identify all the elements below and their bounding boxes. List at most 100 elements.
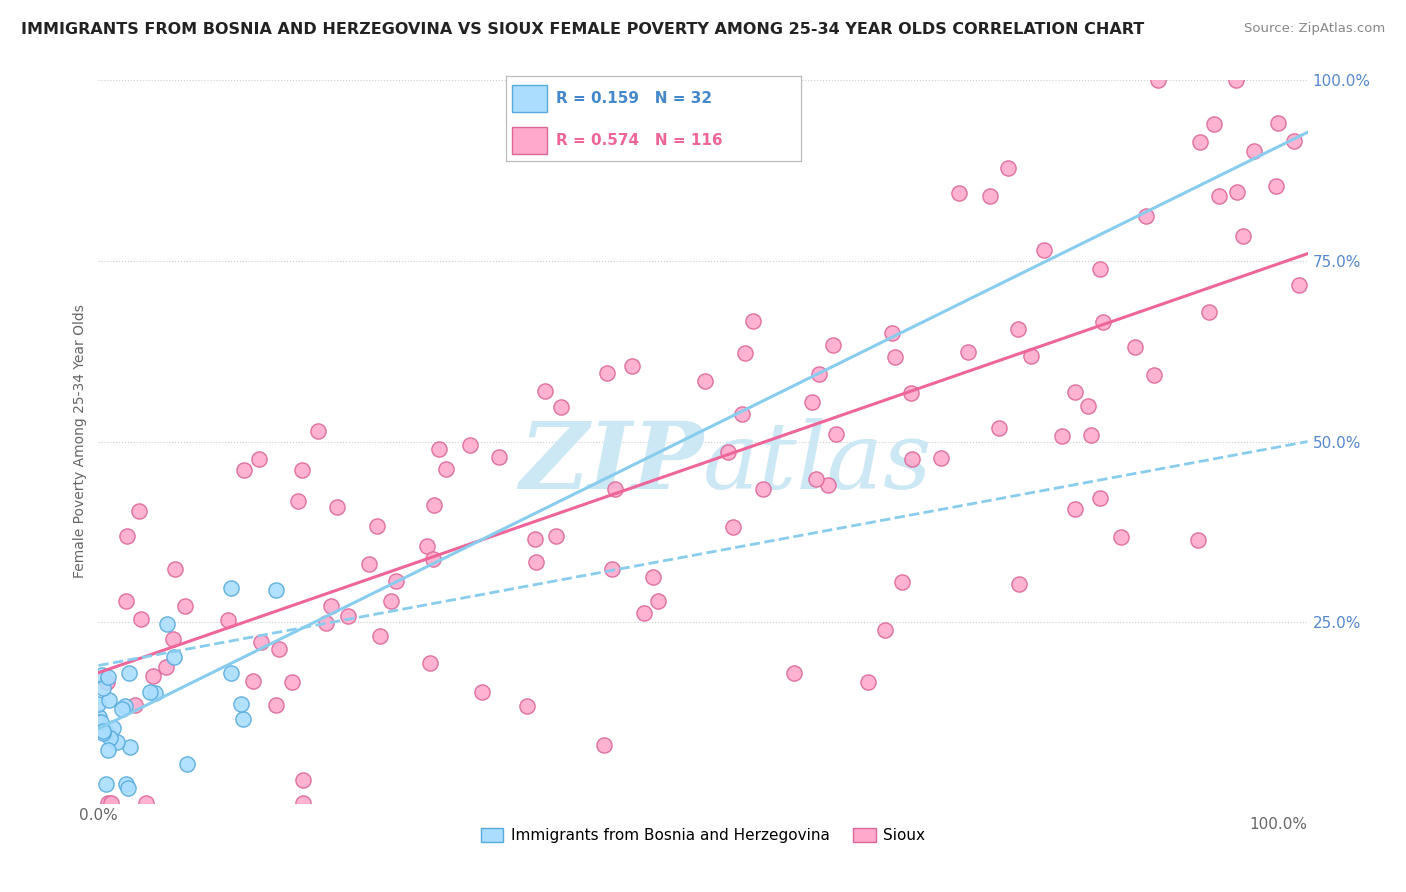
Point	[806, 472, 828, 486]
Point	[124, 698, 146, 713]
Point	[731, 407, 754, 421]
Point	[231, 697, 253, 711]
Point	[97, 796, 120, 810]
Point	[163, 649, 186, 664]
Point	[96, 726, 118, 740]
Point	[91, 725, 114, 739]
Point	[97, 670, 120, 684]
Point	[155, 659, 177, 673]
Point	[695, 374, 717, 388]
Point	[368, 629, 391, 643]
Point	[717, 445, 740, 459]
FancyBboxPatch shape	[512, 85, 547, 112]
FancyBboxPatch shape	[512, 127, 547, 153]
Point	[1064, 502, 1087, 516]
Point	[1264, 179, 1286, 194]
Point	[115, 594, 138, 608]
Point	[219, 581, 242, 595]
Point	[156, 617, 179, 632]
Point	[247, 451, 270, 466]
Text: R = 0.574   N = 116: R = 0.574 N = 116	[557, 133, 723, 148]
Point	[434, 462, 457, 476]
Point	[929, 450, 952, 465]
Point	[1142, 368, 1164, 382]
Point	[1033, 243, 1056, 257]
Point	[427, 442, 450, 457]
Point	[326, 500, 349, 515]
Point	[250, 634, 273, 648]
Point	[1019, 349, 1042, 363]
Point	[1282, 134, 1305, 148]
Point	[900, 452, 922, 467]
Point	[900, 385, 922, 400]
Point	[460, 438, 482, 452]
Point	[315, 615, 337, 630]
Point	[595, 366, 617, 380]
Point	[87, 710, 110, 724]
Point	[488, 450, 510, 464]
Point	[93, 723, 115, 738]
Point	[1080, 428, 1102, 442]
Point	[621, 359, 644, 373]
Point	[801, 395, 824, 409]
Point	[1091, 315, 1114, 329]
Point	[217, 613, 239, 627]
Point	[593, 738, 616, 752]
Point	[118, 665, 141, 680]
Point	[264, 698, 287, 713]
Point	[87, 715, 110, 730]
Text: 100.0%: 100.0%	[1250, 817, 1308, 832]
Point	[1187, 533, 1209, 548]
Point	[524, 556, 547, 570]
Point	[1208, 188, 1230, 202]
Point	[366, 519, 388, 533]
Text: Source: ZipAtlas.com: Source: ZipAtlas.com	[1244, 22, 1385, 36]
Point	[264, 582, 287, 597]
Text: R = 0.159   N = 32: R = 0.159 N = 32	[557, 91, 713, 106]
Point	[117, 529, 139, 543]
Point	[742, 314, 765, 328]
Point	[1008, 577, 1031, 591]
Point	[721, 520, 744, 534]
Point	[307, 424, 329, 438]
Point	[633, 607, 655, 621]
Point	[176, 757, 198, 772]
Point	[948, 186, 970, 201]
Point	[550, 400, 572, 414]
Point	[1288, 278, 1310, 293]
Point	[752, 483, 775, 497]
Point	[1147, 73, 1170, 87]
Point	[281, 675, 304, 690]
Point	[807, 367, 830, 381]
Point	[1198, 305, 1220, 319]
Legend: Immigrants from Bosnia and Herzegovina, Sioux: Immigrants from Bosnia and Herzegovina, …	[474, 822, 932, 849]
Y-axis label: Female Poverty Among 25-34 Year Olds: Female Poverty Among 25-34 Year Olds	[73, 304, 87, 579]
Point	[1188, 135, 1211, 149]
Point	[1243, 144, 1265, 158]
Point	[115, 777, 138, 791]
Point	[91, 681, 114, 695]
Point	[291, 463, 314, 477]
Point	[979, 189, 1001, 203]
Point	[98, 693, 121, 707]
Point	[997, 161, 1019, 175]
Text: IMMIGRANTS FROM BOSNIA AND HERZEGOVINA VS SIOUX FEMALE POVERTY AMONG 25-34 YEAR : IMMIGRANTS FROM BOSNIA AND HERZEGOVINA V…	[21, 22, 1144, 37]
Point	[516, 699, 538, 714]
Point	[1123, 340, 1146, 354]
Point	[105, 734, 128, 748]
Point	[1050, 429, 1073, 443]
Point	[1135, 209, 1157, 223]
Point	[422, 552, 444, 566]
Point	[111, 702, 134, 716]
Point	[165, 562, 187, 576]
Point	[87, 697, 110, 711]
Point	[1225, 73, 1247, 87]
Point	[1202, 117, 1225, 131]
Point	[101, 721, 124, 735]
Point	[523, 532, 546, 546]
Point	[120, 740, 142, 755]
Text: atlas: atlas	[703, 418, 932, 508]
Point	[734, 345, 756, 359]
Point	[173, 599, 195, 613]
Text: ZIP: ZIP	[519, 418, 703, 508]
